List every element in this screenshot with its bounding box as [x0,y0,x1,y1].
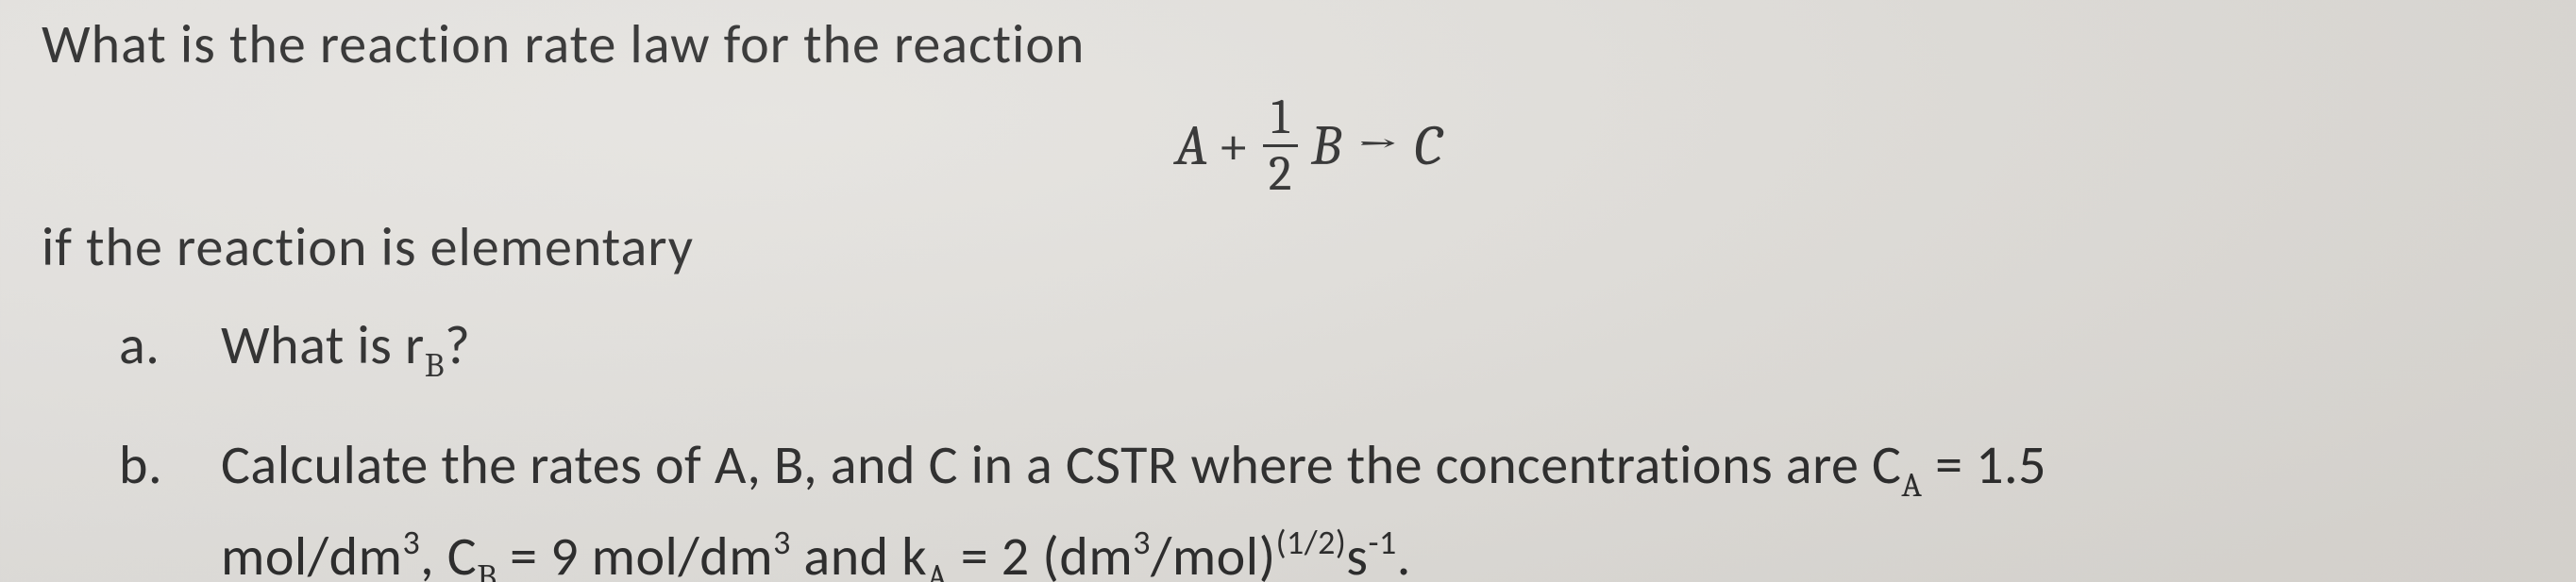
item-b-andk: and k [791,523,927,582]
eq-frac-den: 2 [1263,147,1298,199]
item-a-text-prefix: What is r [221,311,425,378]
item-b-valB: = 9 mol/dm [497,523,774,582]
equation-inline: A + 1 2 B → C [1175,92,1442,199]
item-a: a. What is rB? [119,301,2576,392]
prompt-line-1: What is the reaction rate law for the re… [42,17,2576,72]
eq-plus: + [1218,118,1250,175]
sub-question-list: a. What is rB? b. Calculate the rates of… [42,301,2576,582]
item-b-sup3: 3 [1133,522,1151,563]
item-a-subscript-B: B [425,346,445,385]
eq-frac-num: 1 [1266,92,1295,144]
item-b-unit1: mol/dm [221,523,402,582]
eq-var-B: B [1311,118,1342,175]
item-b-sub-A2: A [927,557,948,582]
item-b-sup2: 3 [773,522,791,563]
equation-block: A + 1 2 B → C [42,92,2576,199]
item-b-sup1: 3 [402,522,420,563]
eq-arrow: → [1352,120,1405,173]
item-a-label: a. [119,318,221,373]
item-a-body: What is rB? [221,301,2576,392]
item-b-sub-A1: A [1901,466,1922,505]
item-b: b. Calculate the rates of A, B, and C in… [119,421,2576,582]
eq-fraction-half: 1 2 [1263,92,1298,199]
item-b-sepCB: , C [420,523,477,582]
item-b-permol: /mol) [1151,523,1276,582]
item-b-line1-prefix: Calculate the rates of A, B, and C in a … [221,431,1901,498]
item-b-line1-eq: = 1.5 [1922,431,2046,498]
eq-var-C: C [1414,118,1442,175]
item-b-label: b. [119,438,221,492]
eq-var-A: A [1175,118,1208,175]
item-b-s: s [1346,523,1368,582]
item-b-kval: = 2 (dm [948,523,1133,582]
item-a-text-suffix: ? [445,311,470,378]
item-b-body: Calculate the rates of A, B, and C in a … [221,421,2576,582]
item-b-period: . [1397,523,1411,582]
item-b-supneg1: -1 [1368,522,1396,563]
problem-page: What is the reaction rate law for the re… [0,0,2576,582]
item-b-suphalf: (1/2) [1276,522,1347,563]
prompt-line-2: if the reaction is elementary [42,220,2576,274]
item-b-sub-B: B [477,557,497,582]
